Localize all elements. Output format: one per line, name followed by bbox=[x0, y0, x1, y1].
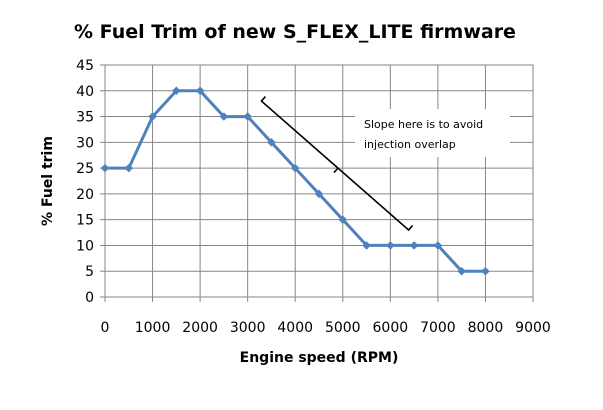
y-tick-label: 5 bbox=[85, 264, 94, 280]
annotation-line-2: injection overlap bbox=[364, 138, 456, 151]
data-point-marker bbox=[290, 163, 300, 173]
annotation-box bbox=[355, 109, 510, 157]
data-point-marker bbox=[338, 215, 348, 225]
annotation-line-1: Slope here is to avoid bbox=[364, 118, 483, 131]
y-tick-label: 45 bbox=[76, 58, 94, 74]
x-tick-label: 4000 bbox=[277, 320, 313, 336]
y-tick-label: 40 bbox=[76, 84, 94, 100]
x-tick-label: 1000 bbox=[135, 320, 171, 336]
x-tick-label: 2000 bbox=[182, 320, 218, 336]
x-tick-label: 3000 bbox=[230, 320, 266, 336]
y-axis-ticks: 0 5 10 15 20 25 30 35 40 45 bbox=[76, 58, 105, 306]
data-point-marker bbox=[314, 189, 324, 199]
x-tick-label: 6000 bbox=[373, 320, 409, 336]
data-point-marker bbox=[457, 266, 467, 276]
y-tick-label: 30 bbox=[76, 135, 94, 151]
data-point-marker bbox=[267, 137, 276, 147]
data-point-marker bbox=[100, 163, 110, 173]
data-point-marker bbox=[385, 241, 395, 250]
x-tick-label: 5000 bbox=[325, 320, 361, 336]
x-axis-ticks: 0 1000 2000 3000 4000 5000 6000 7000 8000 9000 bbox=[101, 297, 551, 336]
data-point-marker bbox=[148, 112, 157, 121]
data-point-marker bbox=[481, 266, 490, 276]
annotation: Slope here is to avoid injection overlap bbox=[260, 96, 510, 232]
y-tick-label: 20 bbox=[76, 187, 94, 203]
y-axis-label: % Fuel trim bbox=[40, 136, 56, 226]
series-fuel-trim bbox=[100, 86, 490, 276]
data-point-marker bbox=[243, 112, 253, 121]
y-tick-label: 25 bbox=[76, 161, 94, 177]
x-axis-label: Engine speed (RPM) bbox=[240, 350, 399, 366]
data-point-marker bbox=[219, 112, 229, 121]
chart-title: % Fuel Trim of new S_FLEX_LITE firmware bbox=[74, 21, 516, 43]
data-point-marker bbox=[195, 86, 205, 96]
x-tick-label: 0 bbox=[101, 320, 110, 336]
y-tick-label: 10 bbox=[76, 238, 94, 254]
y-tick-label: 15 bbox=[76, 213, 94, 229]
x-tick-label: 9000 bbox=[515, 320, 551, 336]
plot-area-frame bbox=[104, 64, 534, 298]
data-point-marker bbox=[433, 241, 443, 250]
data-point-marker bbox=[409, 241, 419, 250]
y-tick-label: 0 bbox=[85, 290, 94, 306]
data-point-marker bbox=[362, 241, 371, 250]
data-point-marker bbox=[124, 163, 134, 173]
annotation-bracket bbox=[260, 96, 414, 232]
data-point-marker bbox=[171, 86, 181, 96]
y-tick-label: 35 bbox=[76, 110, 94, 126]
x-tick-label: 8000 bbox=[468, 320, 504, 336]
x-tick-label: 7000 bbox=[420, 320, 456, 336]
